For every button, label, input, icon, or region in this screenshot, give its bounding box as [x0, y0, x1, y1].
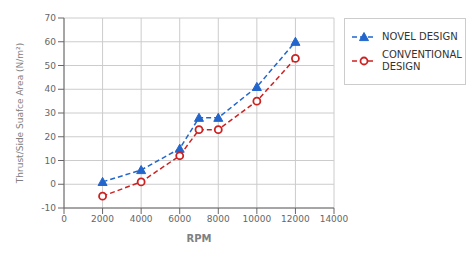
svg-text:Thrust/Side Suafce Area (N/m²): Thrust/Side Suafce Area (N/m²)	[15, 43, 25, 184]
svg-text:10: 10	[45, 156, 57, 166]
svg-text:0: 0	[50, 179, 56, 189]
svg-text:6000: 6000	[168, 214, 191, 224]
svg-text:60: 60	[45, 37, 57, 47]
html-text:CONVENTIONAL: CONVENTIONAL	[382, 49, 462, 60]
svg-text:2000: 2000	[91, 214, 114, 224]
svg-text:50: 50	[45, 61, 57, 71]
svg-text:12000: 12000	[281, 214, 310, 224]
svg-text:40: 40	[45, 84, 57, 94]
svg-text:20: 20	[45, 132, 57, 142]
html-text:NOVEL DESIGN: NOVEL DESIGN	[382, 31, 458, 42]
svg-text:70: 70	[45, 13, 57, 23]
svg-text:30: 30	[45, 108, 57, 118]
svg-text:8000: 8000	[207, 214, 230, 224]
svg-text:0: 0	[61, 214, 67, 224]
svg-text:RPM: RPM	[187, 233, 212, 244]
svg-text:10000: 10000	[243, 214, 272, 224]
svg-text:-10: -10	[41, 203, 56, 213]
html-text:DESIGN: DESIGN	[382, 61, 421, 72]
svg-text:4000: 4000	[130, 214, 153, 224]
svg-text:14000: 14000	[320, 214, 349, 224]
